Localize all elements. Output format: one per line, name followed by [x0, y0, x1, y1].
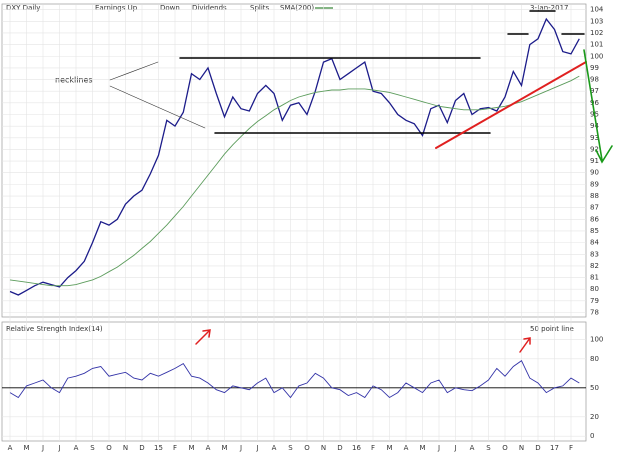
arrow — [195, 329, 211, 345]
chart-title: DXY Daily — [6, 4, 40, 12]
y-tick-label: 94 — [590, 122, 599, 130]
x-tick-label: J — [41, 444, 44, 452]
annotations — [109, 10, 613, 353]
y-tick-label: 83 — [590, 250, 599, 258]
x-tick-label: J — [437, 444, 440, 452]
trendline — [435, 61, 587, 149]
x-tick-label: O — [304, 444, 310, 452]
y-tick-label: 50 — [590, 384, 599, 392]
x-tick-label: A — [404, 444, 409, 452]
rsi-title: Relative Strength Index(14) — [6, 325, 103, 333]
x-tick-label: 16 — [352, 444, 361, 452]
y-tick-label: 91 — [590, 157, 599, 165]
arrow — [519, 337, 531, 353]
y-tick-label: 89 — [590, 180, 599, 188]
x-tick-label: D — [139, 444, 144, 452]
y-tick-label: 88 — [590, 192, 599, 200]
x-tick-label: F — [371, 444, 375, 452]
plot-layer: A M J J A S O N D 15 F M A M J J A S O N D 16 F M A M J J A S O N D 17 F 78… — [2, 5, 604, 452]
y-tick-label: 100 — [590, 52, 603, 60]
series-line — [9, 360, 580, 399]
x-tick-label: M — [221, 444, 227, 452]
x-tick-label: O — [502, 444, 508, 452]
x-tick-label: J — [255, 444, 258, 452]
x-tick-label: N — [321, 444, 326, 452]
x-tick-label: M — [386, 444, 392, 452]
x-tick-label: A — [470, 444, 475, 452]
legend-entry: Dividends — [192, 4, 227, 12]
x-tick-label: M — [23, 444, 29, 452]
x-tick-label: N — [519, 444, 524, 452]
y-tick-label: 87 — [590, 204, 599, 212]
legend-entry: SMA(200) — [280, 4, 314, 12]
x-tick-label: 15 — [154, 444, 163, 452]
y-tick-label: 82 — [590, 262, 599, 270]
y-tick-label: 97 — [590, 87, 599, 95]
y-tick-label: 101 — [590, 41, 603, 49]
series-line — [9, 17, 580, 296]
y-tick-label: 80 — [590, 355, 599, 363]
x-tick-label: D — [337, 444, 342, 452]
rsi-subtitle: 50 point line — [530, 325, 574, 333]
y-tick-label: 78 — [590, 309, 599, 317]
x-tick-label: F — [173, 444, 177, 452]
x-tick-label: A — [272, 444, 277, 452]
y-tick-label: 93 — [590, 134, 599, 142]
y-tick-label: 99 — [590, 64, 599, 72]
x-tick-label: A — [8, 444, 13, 452]
y-tick-label: 102 — [590, 29, 603, 37]
x-tick-label: D — [535, 444, 540, 452]
annotation: necklines — [55, 76, 93, 85]
y-tick-label: 90 — [590, 169, 599, 177]
pointer — [109, 61, 159, 81]
legend-entry: Down — [160, 4, 180, 12]
y-tick-label: 100 — [590, 335, 603, 343]
date-label: 3-Jan-2017 — [530, 4, 569, 12]
y-tick-label: 96 — [590, 99, 599, 107]
x-tick-label: M — [419, 444, 425, 452]
y-tick-label: 80 — [590, 285, 599, 293]
x-tick-label: S — [90, 444, 95, 452]
y-tick-label: 20 — [590, 413, 599, 421]
y-tick-label: 98 — [590, 76, 599, 84]
legend-entry: Splits — [250, 4, 270, 12]
y-tick-label: 86 — [590, 215, 599, 223]
x-tick-label: A — [206, 444, 211, 452]
x-tick-label: S — [288, 444, 293, 452]
legend-entry: Earnings Up — [95, 4, 138, 12]
x-tick-label: S — [486, 444, 491, 452]
y-tick-label: 85 — [590, 227, 599, 235]
x-tick-label: A — [74, 444, 79, 452]
x-tick-label: O — [106, 444, 112, 452]
x-tick-label: J — [453, 444, 456, 452]
rsi-panel — [1, 321, 587, 442]
x-tick-label: N — [123, 444, 128, 452]
y-tick-label: 103 — [590, 17, 603, 25]
y-tick-label: 84 — [590, 239, 599, 247]
pointer — [109, 85, 206, 129]
series-line — [9, 75, 580, 287]
x-tick-label: M — [188, 444, 194, 452]
price-panel — [1, 3, 587, 318]
y-tick-label: 104 — [590, 6, 604, 14]
x-tick-label: J — [239, 444, 242, 452]
x-tick-label: J — [57, 444, 60, 452]
arrow — [583, 49, 613, 164]
y-tick-label: 92 — [590, 145, 599, 153]
y-tick-label: 0 — [590, 432, 594, 440]
x-tick-label: 17 — [550, 444, 559, 452]
y-tick-label: 81 — [590, 274, 599, 282]
y-tick-label: 79 — [590, 297, 599, 305]
x-tick-label: F — [569, 444, 573, 452]
